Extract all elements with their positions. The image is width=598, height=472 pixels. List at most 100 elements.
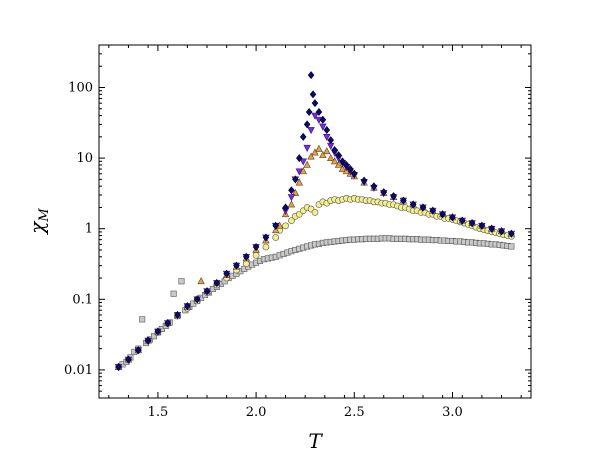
data-point xyxy=(295,168,303,176)
series-2 xyxy=(115,194,515,371)
series-3 xyxy=(114,144,516,370)
data-point xyxy=(288,186,295,195)
data-point xyxy=(170,290,177,297)
x-tick-label: 1.5 xyxy=(148,405,169,420)
data-point xyxy=(299,158,307,166)
data-point xyxy=(311,148,319,156)
data-point xyxy=(311,209,319,216)
data-point xyxy=(400,196,407,205)
data-point xyxy=(449,213,456,222)
data-point xyxy=(197,277,205,285)
y-tick-label: 0.1 xyxy=(72,292,93,307)
data-point xyxy=(287,194,296,202)
data-point xyxy=(233,261,240,270)
data-point xyxy=(439,210,446,219)
data-point xyxy=(252,243,260,252)
data-point xyxy=(262,243,270,251)
data-point xyxy=(164,319,171,328)
data-point xyxy=(335,151,342,160)
data-markers xyxy=(114,71,516,372)
data-point xyxy=(150,333,158,340)
data-point xyxy=(115,362,122,371)
data-point xyxy=(303,144,311,152)
data-point xyxy=(508,243,515,250)
data-point xyxy=(315,144,323,152)
data-point xyxy=(272,221,279,230)
data-point xyxy=(459,216,466,225)
data-point xyxy=(288,217,295,225)
data-point xyxy=(295,178,303,186)
data-point xyxy=(343,160,350,169)
data-point xyxy=(360,176,368,185)
data-point xyxy=(339,157,346,166)
y-axis-label-main: χ xyxy=(25,220,49,236)
data-point xyxy=(262,233,270,242)
data-point xyxy=(315,107,323,116)
x-tick-label: 3.0 xyxy=(442,405,463,420)
data-point xyxy=(223,269,230,278)
y-tick-label: 0.01 xyxy=(64,363,93,378)
data-point xyxy=(330,157,339,165)
data-point xyxy=(303,160,311,168)
data-point xyxy=(307,127,315,135)
data-point xyxy=(351,169,358,178)
y-axis-label-sub: M xyxy=(37,208,52,223)
data-point xyxy=(419,203,427,212)
data-point xyxy=(184,302,191,311)
data-point xyxy=(291,188,300,196)
data-point xyxy=(193,295,201,304)
data-point xyxy=(174,310,181,319)
y-axis-label: χM xyxy=(25,208,52,236)
data-point xyxy=(319,151,327,159)
y-tick-labels: 0.01 0.1 1 10 100 xyxy=(64,81,93,378)
data-point xyxy=(243,252,250,261)
data-point xyxy=(178,278,185,285)
data-point xyxy=(319,115,327,124)
data-point xyxy=(135,346,142,355)
data-point xyxy=(468,219,476,228)
data-point xyxy=(311,99,319,108)
axis-ticks xyxy=(99,45,531,398)
data-point xyxy=(370,182,378,191)
data-point xyxy=(323,133,331,142)
data-point xyxy=(303,120,311,129)
data-point xyxy=(144,336,152,345)
data-point xyxy=(323,126,331,135)
data-point xyxy=(380,188,387,197)
data-point xyxy=(478,221,486,230)
x-axis-label: T xyxy=(308,429,323,453)
data-point xyxy=(252,251,260,259)
data-point xyxy=(282,222,289,230)
series-1 xyxy=(115,235,515,371)
data-point xyxy=(139,316,146,323)
data-point xyxy=(296,154,303,163)
x-tick-label: 2.5 xyxy=(344,405,365,420)
data-point xyxy=(242,260,250,267)
data-point xyxy=(498,227,505,236)
data-point xyxy=(327,136,334,145)
data-point xyxy=(429,206,437,215)
data-point xyxy=(390,192,397,201)
data-point xyxy=(125,355,132,364)
plot-frame xyxy=(98,44,532,399)
data-point xyxy=(319,123,327,131)
data-point xyxy=(488,224,495,233)
data-point xyxy=(338,164,347,172)
data-point xyxy=(347,165,354,174)
data-point xyxy=(292,175,299,184)
x-tick-label: 2.0 xyxy=(246,405,267,420)
data-point xyxy=(409,200,417,209)
data-point xyxy=(309,90,317,99)
data-point xyxy=(272,234,280,241)
series-5 xyxy=(115,71,515,371)
data-point xyxy=(331,146,338,155)
data-point xyxy=(508,229,515,238)
data-point xyxy=(213,279,221,288)
data-point xyxy=(282,203,289,212)
data-point xyxy=(327,153,335,161)
data-point xyxy=(334,160,343,168)
data-point xyxy=(323,147,331,155)
data-point xyxy=(305,107,313,116)
data-point xyxy=(203,287,211,296)
